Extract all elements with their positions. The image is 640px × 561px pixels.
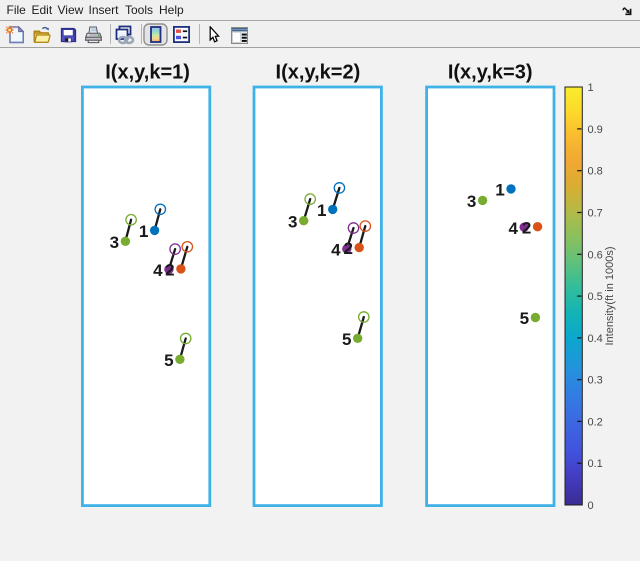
svg-text:3: 3: [467, 192, 476, 211]
svg-text:0: 0: [588, 500, 594, 512]
svg-text:5: 5: [164, 351, 173, 370]
svg-text:5: 5: [342, 330, 351, 349]
svg-text:0.3: 0.3: [588, 375, 603, 387]
svg-text:0.4: 0.4: [588, 333, 603, 345]
svg-text:1: 1: [139, 222, 148, 241]
svg-text:0.1: 0.1: [588, 458, 603, 470]
svg-text:5: 5: [520, 309, 529, 328]
svg-text:2: 2: [343, 239, 352, 258]
svg-text:0.7: 0.7: [588, 208, 603, 220]
svg-text:I(x,y,k=3): I(x,y,k=3): [448, 61, 533, 83]
svg-text:3: 3: [110, 233, 119, 252]
svg-text:4: 4: [508, 219, 518, 238]
svg-text:4: 4: [331, 241, 341, 260]
svg-text:Intensity(ft in 1000s): Intensity(ft in 1000s): [604, 246, 616, 345]
svg-text:I(x,y,k=1): I(x,y,k=1): [105, 61, 190, 83]
svg-text:0.9: 0.9: [588, 124, 603, 136]
svg-text:0.8: 0.8: [588, 166, 603, 178]
svg-text:4: 4: [153, 261, 163, 280]
svg-text:3: 3: [288, 212, 297, 231]
svg-text:0.6: 0.6: [588, 249, 603, 261]
svg-text:2: 2: [165, 261, 174, 280]
svg-text:I(x,y,k=2): I(x,y,k=2): [276, 61, 361, 83]
svg-text:0.5: 0.5: [588, 291, 603, 303]
svg-text:1: 1: [495, 181, 504, 200]
svg-text:1: 1: [317, 201, 326, 220]
svg-text:1: 1: [588, 82, 594, 94]
svg-text:0.2: 0.2: [588, 416, 603, 428]
svg-text:2: 2: [522, 218, 531, 237]
